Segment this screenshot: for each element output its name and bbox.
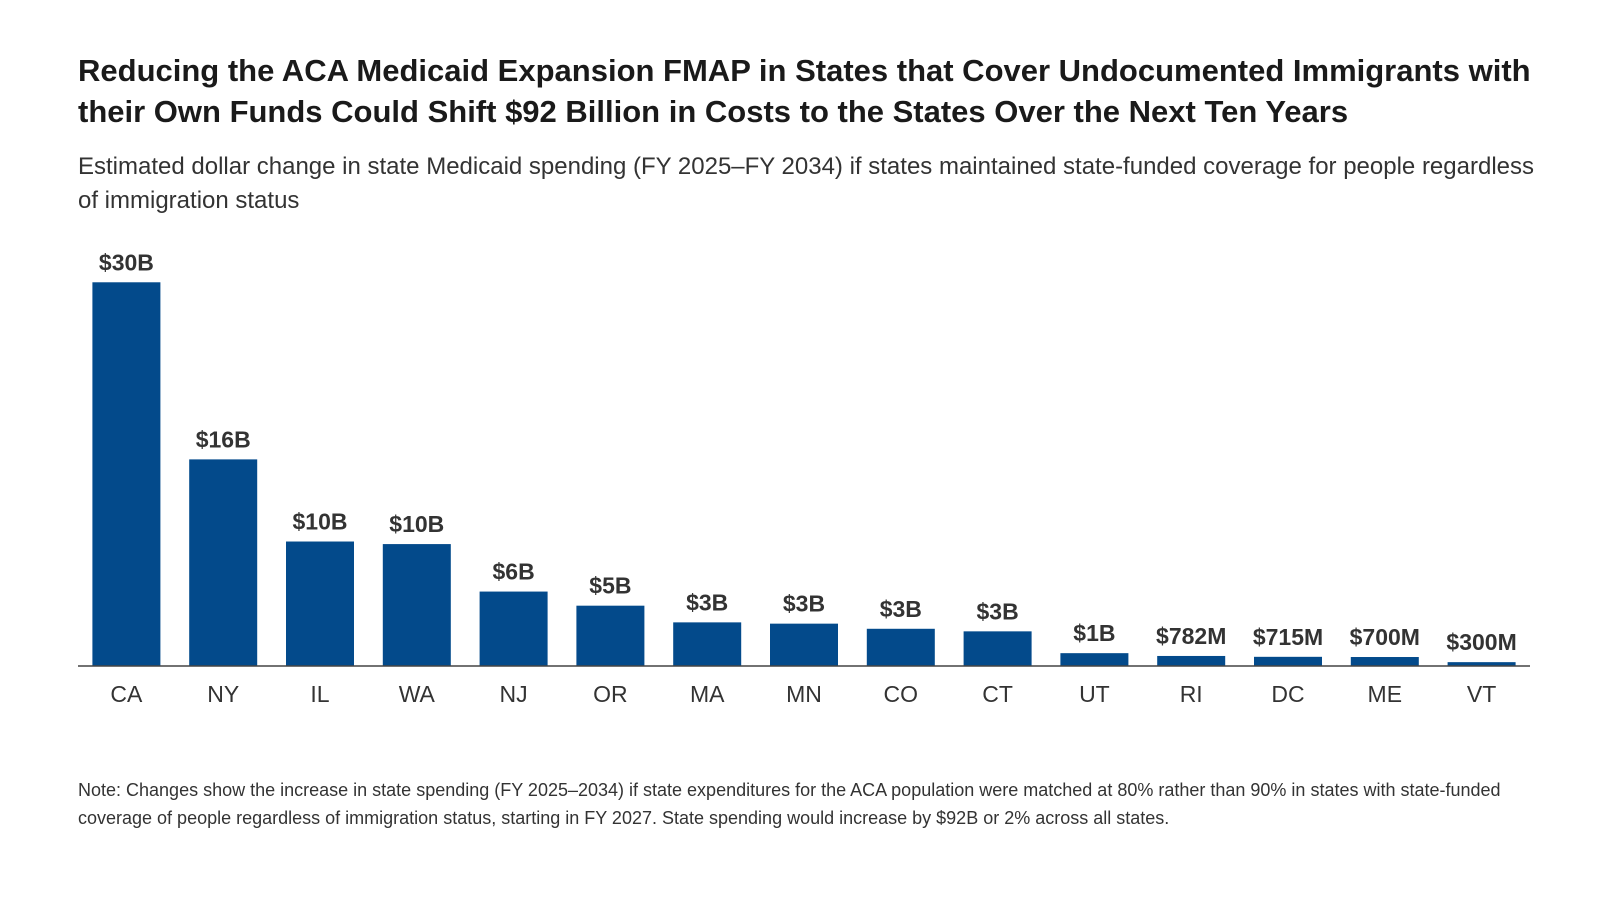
bar-ri: [1157, 655, 1226, 666]
data-label-ny: $16B: [196, 426, 251, 452]
bar-ut: [1060, 653, 1129, 666]
x-tick-label-wa: WA: [399, 681, 436, 707]
x-tick-label-ut: UT: [1079, 681, 1110, 707]
data-label-ct: $3B: [976, 598, 1018, 624]
data-label-ut: $1B: [1073, 620, 1115, 646]
bar-dc: [1254, 656, 1322, 666]
x-tick-label-il: IL: [310, 681, 329, 707]
x-tick-label-ct: CT: [982, 681, 1013, 707]
chart-note: Note: Changes show the increase in state…: [78, 780, 1501, 828]
data-label-ri: $782M: [1156, 623, 1226, 649]
data-label-or: $5B: [589, 573, 631, 599]
bar-ca: [92, 282, 161, 666]
data-label-wa: $10B: [389, 511, 444, 537]
x-tick-label-or: OR: [593, 681, 628, 707]
bar-co: [866, 628, 935, 666]
bar-mn: [770, 623, 838, 666]
bar-il: [286, 541, 354, 666]
data-label-me: $700M: [1350, 624, 1420, 650]
chart-subtitle: Estimated dollar change in state Medicai…: [78, 153, 1534, 214]
data-label-co: $3B: [880, 596, 922, 622]
bar-or: [576, 605, 645, 666]
x-tick-label-ri: RI: [1180, 681, 1203, 707]
x-tick-label-me: ME: [1368, 681, 1403, 707]
x-tick-label-dc: DC: [1271, 681, 1304, 707]
data-label-ma: $3B: [686, 589, 728, 615]
data-label-ca: $30B: [99, 249, 154, 275]
x-tick-label-nj: NJ: [500, 681, 528, 707]
bar-ct: [963, 631, 1032, 666]
bar-chart: $30B CA $16B NY $10B IL $10B WA $6B NJ $5B OR $3B MA $…: [78, 249, 1530, 707]
data-label-nj: $6B: [492, 559, 534, 585]
x-tick-label-mn: MN: [786, 681, 822, 707]
data-label-dc: $715M: [1253, 624, 1323, 650]
x-tick-label-ny: NY: [207, 681, 239, 707]
bar-me: [1350, 657, 1419, 666]
x-tick-label-co: CO: [884, 681, 919, 707]
chart-title: Reducing the ACA Medicaid Expansion FMAP…: [78, 53, 1531, 129]
x-tick-label-ma: MA: [690, 681, 725, 707]
bar-nj: [479, 591, 548, 666]
bar-ny: [189, 459, 258, 666]
data-label-il: $10B: [293, 509, 348, 535]
x-tick-label-vt: VT: [1467, 681, 1496, 707]
x-tick-label-ca: CA: [110, 681, 143, 707]
bar-ma: [673, 622, 742, 666]
bar-wa: [382, 544, 451, 666]
data-label-mn: $3B: [783, 591, 825, 617]
bar-vt: [1447, 662, 1516, 666]
data-label-vt: $300M: [1446, 629, 1516, 655]
